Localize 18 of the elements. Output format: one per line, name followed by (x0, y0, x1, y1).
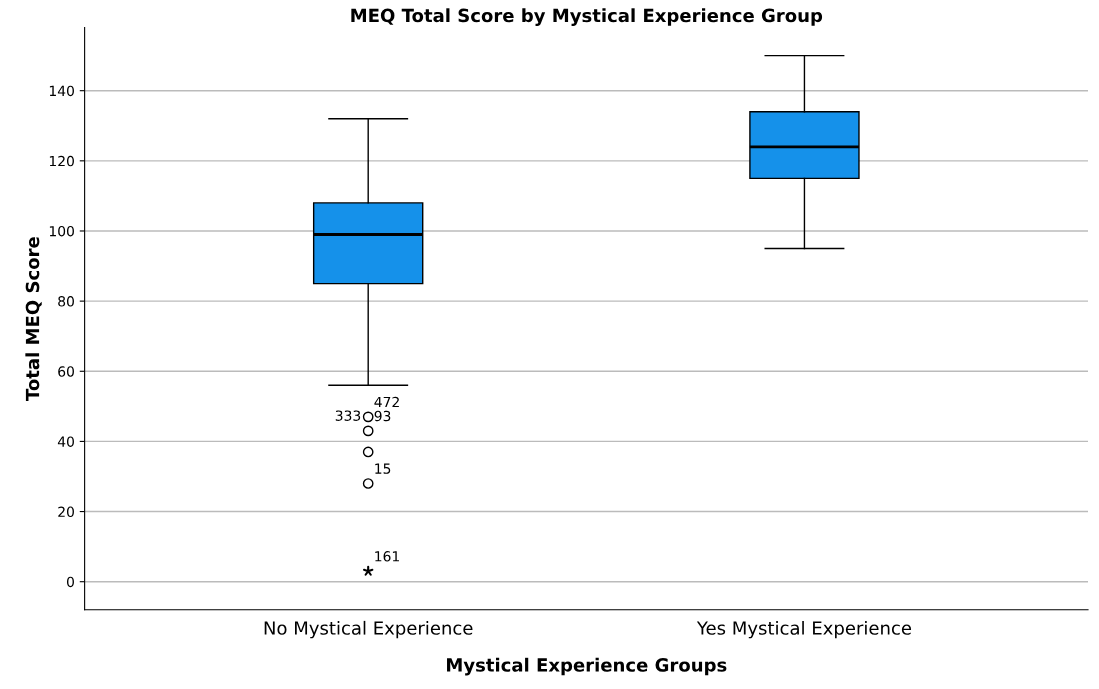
y-axis-title: Total MEQ Score (25, 237, 42, 401)
annotation: 93 (374, 410, 391, 422)
y-tick-label: 100 (49, 225, 74, 237)
y-tick-label: 40 (57, 436, 74, 447)
x-axis-title: Mystical Experience Groups (447, 657, 727, 676)
y-tick-label: 20 (58, 506, 74, 518)
y-tick-label: 0 (66, 576, 74, 588)
x-tick-label: No Mystical Experience (264, 620, 473, 639)
y-tick-label: 60 (58, 366, 74, 377)
y-tick-label: 140 (49, 85, 74, 97)
annotation: 333 (335, 410, 361, 421)
annotation: 161 (375, 551, 399, 562)
y-tick-label: 80 (58, 296, 74, 307)
y-tick-label: 120 (49, 155, 74, 167)
annotation: 15 (375, 463, 391, 474)
annotation: 472 (374, 396, 399, 408)
x-tick-label: Yes Mystical Experience (696, 620, 912, 639)
chart-title: MEQ Total Score by Mystical Experience Group (351, 8, 823, 26)
